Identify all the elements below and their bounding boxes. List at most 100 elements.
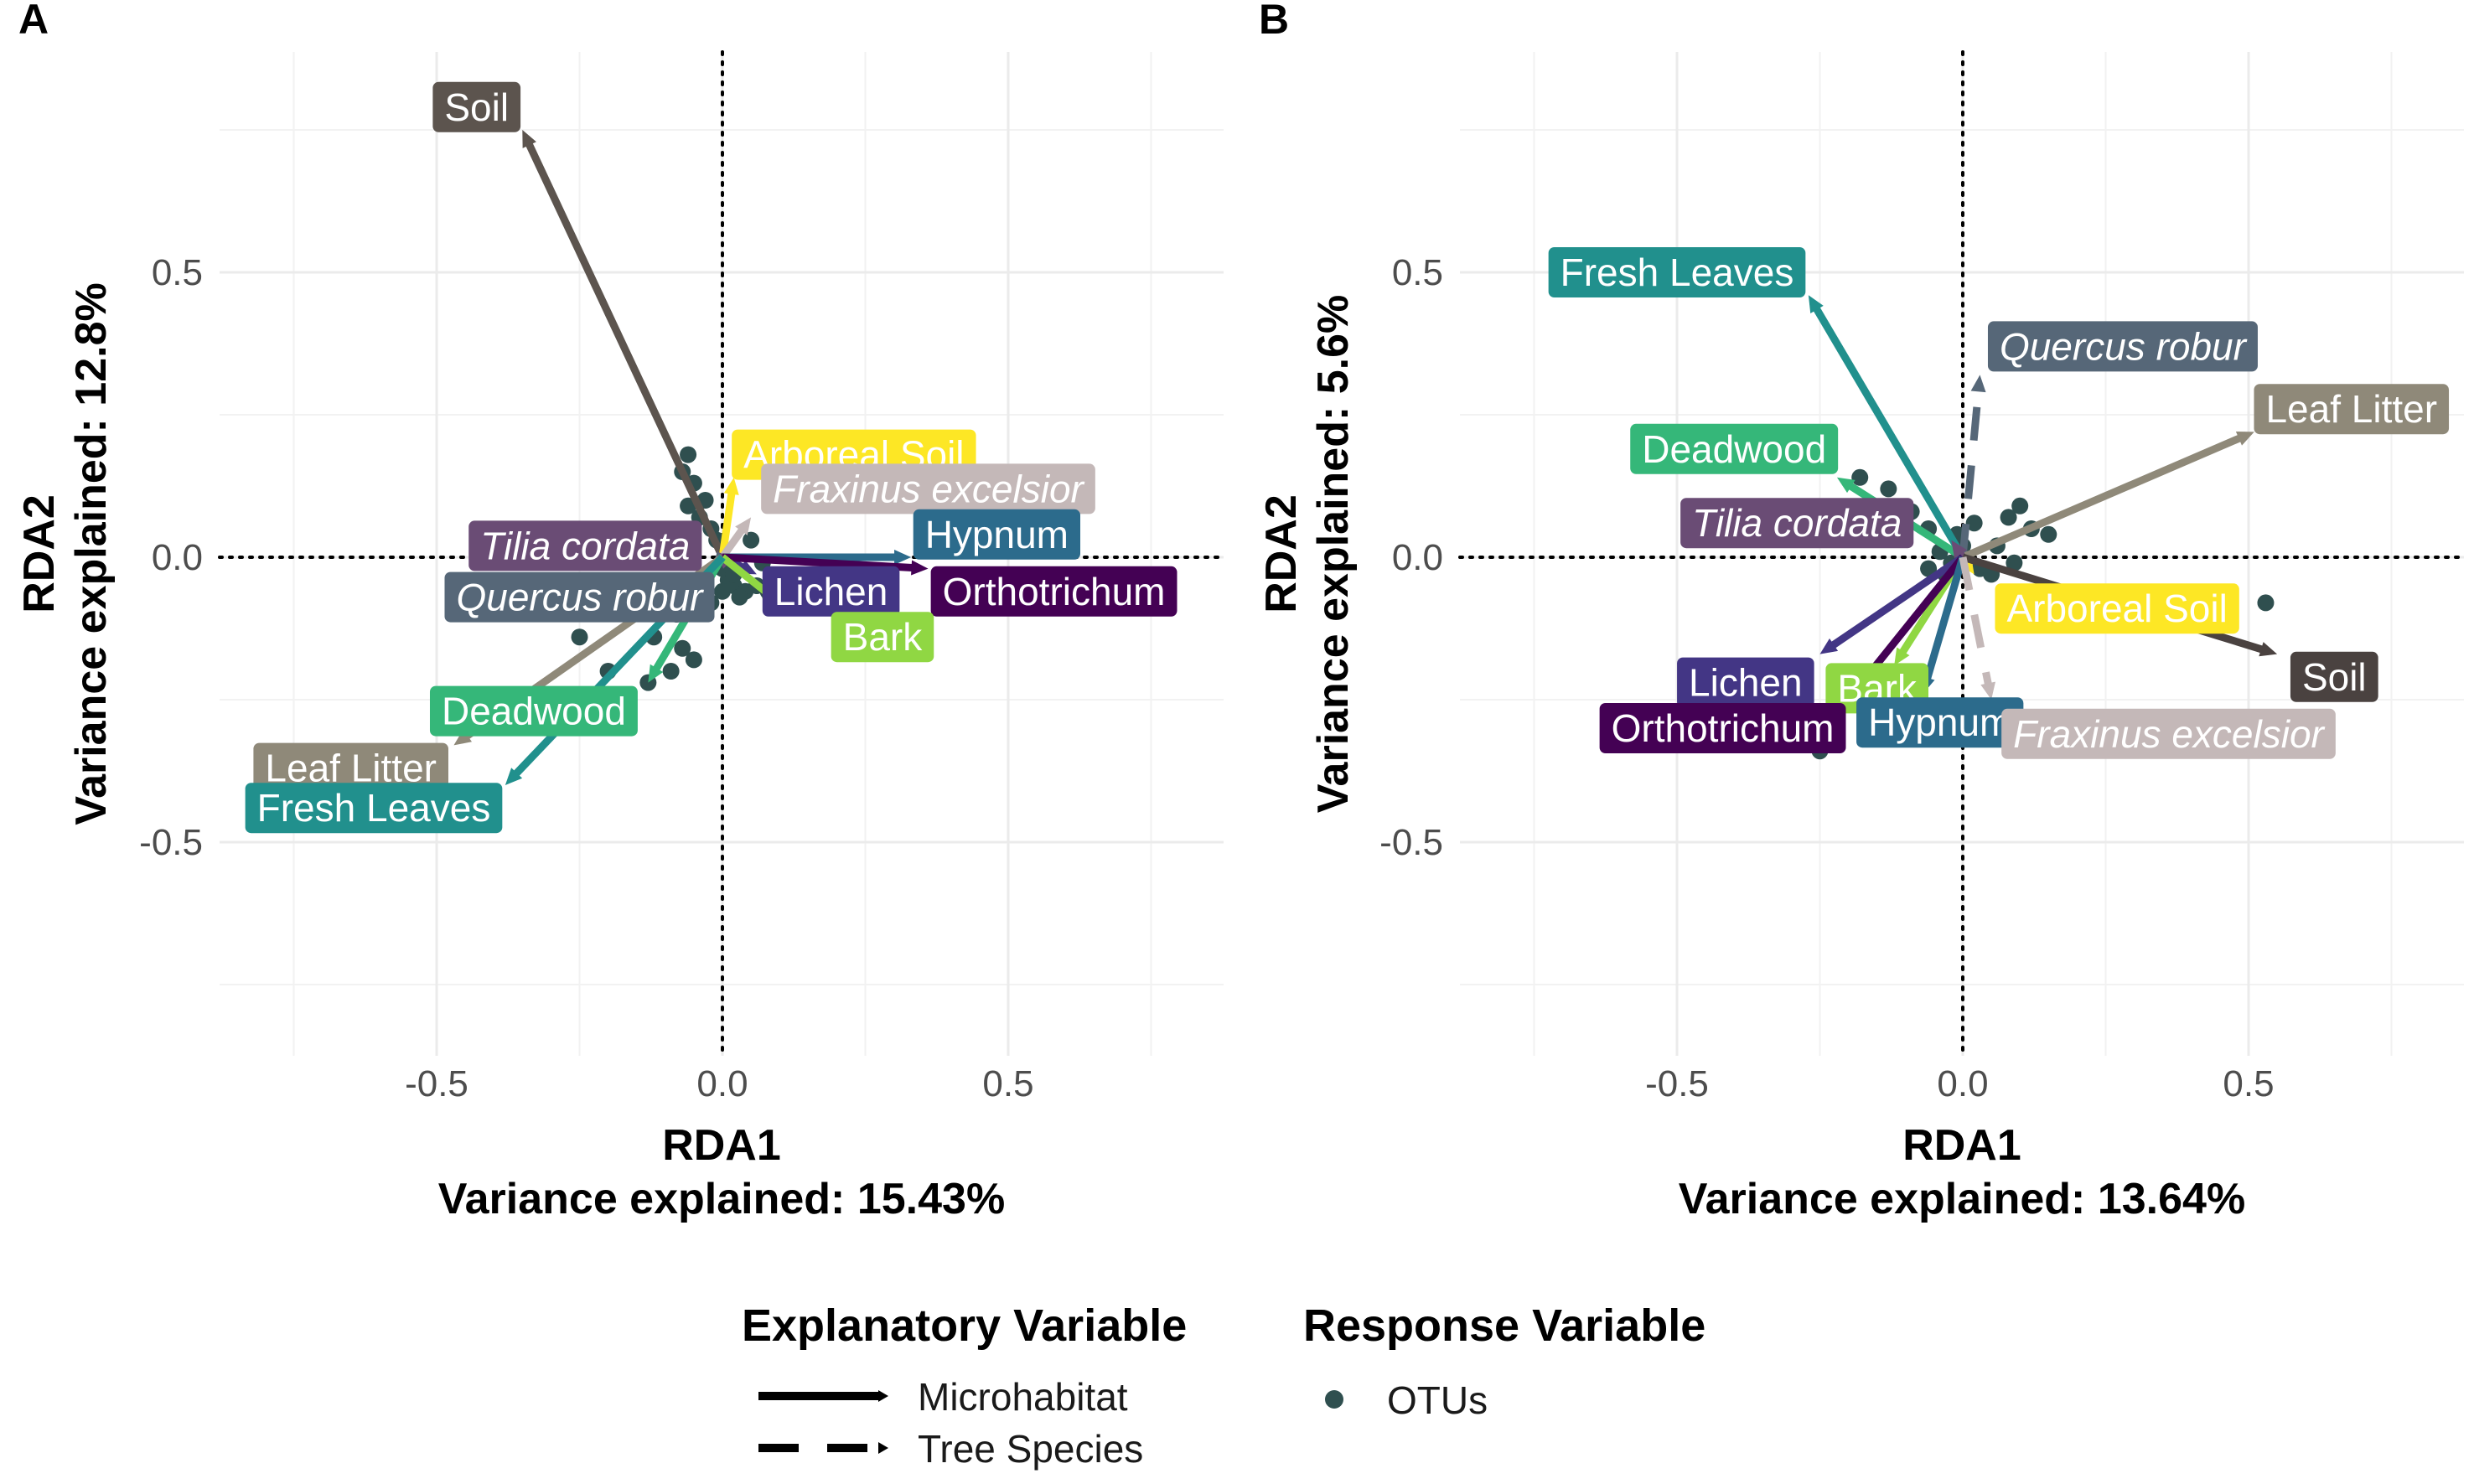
otu-point: [571, 628, 588, 646]
label-box: [245, 783, 503, 834]
vector-labels: Fresh Leaves Quercus robur Leaf Litter Dead…: [1548, 247, 2450, 759]
label-box: [1677, 657, 1814, 708]
label-box: [761, 463, 1095, 514]
arrowhead-fraxinus-excelsior: [1980, 681, 1995, 700]
legend-microhabitat-label: Microhabitat: [918, 1375, 1128, 1419]
label-box: [913, 509, 1081, 560]
label-box: [432, 81, 521, 132]
arrowhead-quercus-robur: [1970, 375, 1986, 393]
vector-fraxinus-excelsior: [719, 521, 749, 560]
otu-point: [680, 446, 697, 463]
label-tilia-cordata: Tilia cordata: [1680, 498, 1914, 549]
label-hypnum: Hypnum: [1856, 697, 2024, 748]
legend-response-title: Response Variable: [1303, 1300, 1705, 1351]
x-tick-label: 0.0: [1937, 1063, 1988, 1104]
label-text: Fresh Leaves: [1560, 251, 1794, 294]
arrowhead-lichen: [1819, 638, 1839, 654]
legend-solid-arrowhead: [878, 1390, 888, 1402]
label-lichen: Lichen: [1677, 657, 1814, 708]
arrowhead-fresh-leaves: [505, 768, 523, 785]
legend-otu-marker: [1325, 1390, 1343, 1409]
otu-point: [685, 651, 702, 669]
otu-point: [662, 663, 680, 680]
y-axis-title: RDA2: [15, 494, 64, 613]
label-orthotrichum: Orthotrichum: [930, 566, 1177, 617]
panel-b: B -0.5 0.0 0.5 -0.5 0.0 0.5 RDA1 Variance explai…: [1257, 0, 2466, 1223]
label-box: [253, 742, 448, 794]
legend-tree-species-label: Tree Species: [918, 1427, 1143, 1471]
label-box: [1599, 703, 1846, 753]
otu-point: [674, 639, 691, 657]
label-text: Fraxinus excelsior: [2013, 712, 2325, 756]
label-box: [2001, 708, 2336, 759]
otu-point: [1920, 560, 1938, 577]
vector-soil: [522, 136, 727, 559]
label-text: Deadwood: [1642, 427, 1826, 471]
vector-fresh-leaves: [1809, 300, 1966, 560]
arrowhead-arboreal-soil: [723, 477, 739, 495]
label-text: Fraxinus excelsior: [773, 467, 1084, 510]
otu-point: [2006, 554, 2023, 571]
label-text: Quercus robur: [456, 576, 704, 619]
label-box: [930, 566, 1177, 617]
y-tick-label: -0.5: [139, 822, 203, 863]
label-soil: Soil: [2290, 651, 2378, 702]
vector-lichen: [1824, 554, 1965, 653]
panel-letter: A: [18, 0, 49, 43]
label-text: Tilia cordata: [480, 524, 690, 567]
panel-a: A -0.5 0.0 0.5 -0.5 0.0 0.5 RDA1 Variance explai…: [15, 0, 1225, 1223]
label-box: [1995, 583, 2239, 634]
label-lichen: Lichen: [762, 566, 900, 617]
label-bark: Bark: [831, 612, 934, 663]
vector-quercus-robur: [1959, 382, 1984, 558]
arrowhead-soil: [2259, 642, 2278, 657]
arrowhead-tilia-cordata: [1951, 540, 1967, 559]
y-tick-label: -0.5: [1379, 822, 1443, 863]
vector-hypnum: [1921, 556, 1967, 687]
x-axis-subtitle: Variance explained: 13.64%: [1679, 1175, 2245, 1223]
otu-point: [1880, 480, 1897, 498]
label-leaf-litter: Leaf Litter: [253, 742, 448, 794]
arrowhead-fresh-leaves: [1808, 295, 1824, 314]
x-tick-label: -0.5: [1645, 1063, 1709, 1104]
arrowhead-hypnum: [894, 550, 912, 565]
label-arboreal-soil: Arboreal Soil: [1995, 583, 2239, 634]
label-text: Orthotrichum: [1612, 706, 1835, 750]
label-quercus-robur: Quercus robur: [444, 571, 715, 623]
otu-point: [743, 531, 760, 549]
label-hypnum: Hypnum: [913, 509, 1081, 560]
x-axis-subtitle: Variance explained: 15.43%: [438, 1175, 1005, 1223]
label-quercus-robur: Quercus robur: [1987, 321, 2258, 372]
label-soil: Soil: [432, 81, 521, 132]
label-text: Fresh Leaves: [257, 786, 491, 830]
label-box: [1548, 247, 1806, 297]
arrowhead-deadwood: [1836, 477, 1856, 494]
label-text: Tilia cordata: [1692, 501, 1902, 545]
label-deadwood: Deadwood: [429, 685, 638, 737]
vector-arboreal-soil: [718, 485, 737, 558]
x-tick-label: 0.5: [982, 1063, 1033, 1104]
label-text: Leaf Litter: [2265, 387, 2437, 431]
label-text: Leaf Litter: [265, 747, 437, 790]
x-tick-label: -0.5: [405, 1063, 468, 1104]
x-tick-label: 0.5: [2223, 1063, 2274, 1104]
label-text: Bark: [843, 615, 924, 659]
label-box: [1856, 697, 2024, 748]
label-box: [762, 566, 900, 617]
arrowhead-deadwood: [648, 664, 664, 683]
label-box: [1987, 321, 2258, 372]
label-text: Quercus robur: [2000, 324, 2248, 368]
y-axis-subtitle: Variance explained: 5.6%: [1309, 295, 1358, 814]
legend-explanatory-title: Explanatory Variable: [742, 1300, 1187, 1351]
label-box: [2254, 384, 2450, 435]
otu-point: [1851, 468, 1869, 486]
otu-point: [2011, 497, 2029, 514]
y-axis-title: RDA2: [1257, 494, 1306, 613]
x-axis-title: RDA1: [1902, 1121, 2021, 1170]
x-tick-label: 0.0: [696, 1063, 748, 1104]
label-orthotrichum: Orthotrichum: [1599, 703, 1846, 753]
legend-otus-label: OTUs: [1387, 1378, 1488, 1422]
label-deadwood: Deadwood: [1630, 423, 1839, 474]
label-box: [2290, 651, 2378, 702]
